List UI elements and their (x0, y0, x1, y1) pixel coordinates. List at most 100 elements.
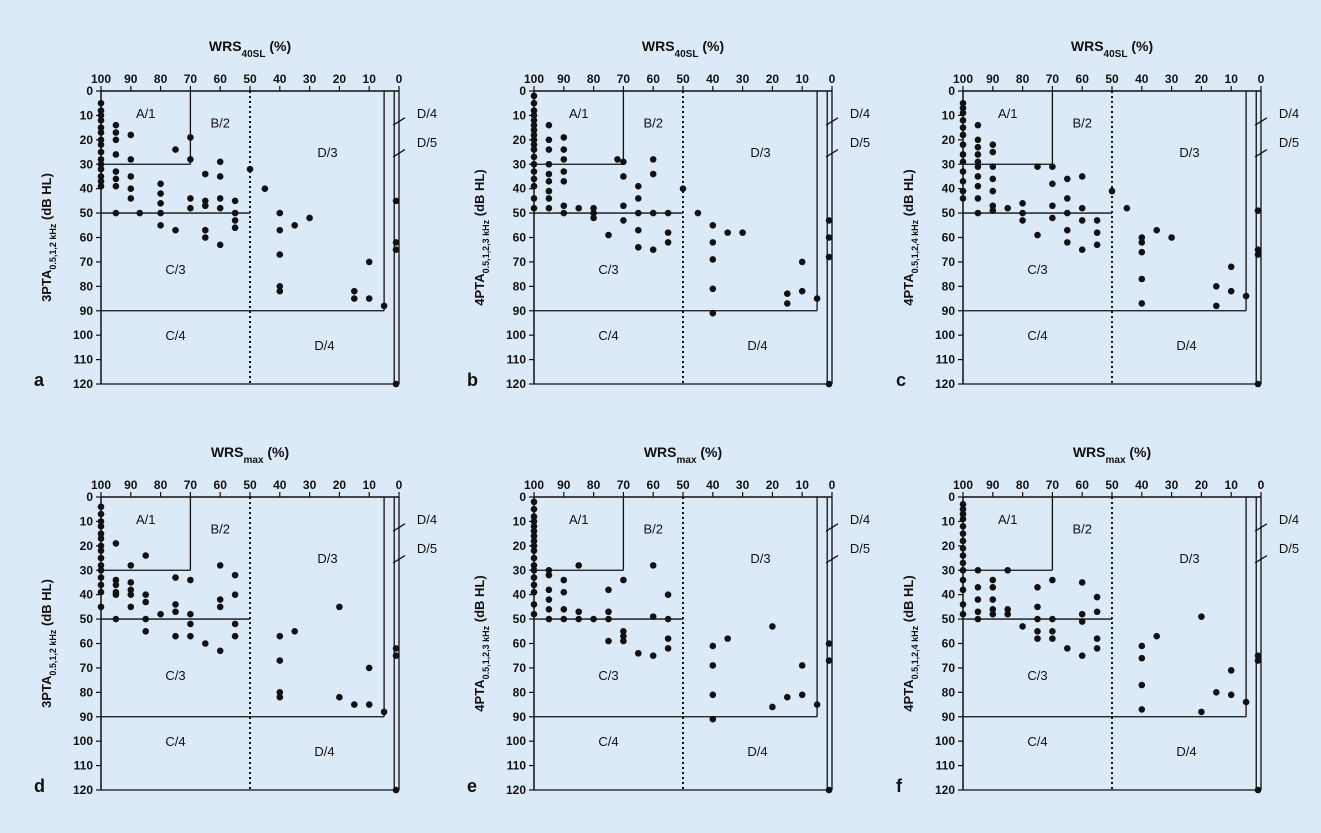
data-point (974, 136, 982, 144)
data-point (1227, 287, 1235, 295)
x-title-main: WRS (211, 444, 244, 460)
data-point (187, 620, 194, 628)
data-point (1138, 248, 1146, 256)
data-point (127, 562, 135, 569)
y-tick-label: 20 (513, 539, 527, 553)
data-point (1034, 584, 1041, 591)
data-point (959, 151, 967, 158)
y-tick-label: 0 (86, 84, 93, 98)
x-tick-label: 70 (184, 478, 198, 492)
x-title-unit: (%) (697, 444, 723, 460)
y-tick-label: 120 (506, 377, 526, 391)
x-tick-label: 0 (829, 478, 836, 492)
x-tick-label: 40 (1135, 72, 1149, 86)
data-point (1138, 234, 1146, 241)
data-point (590, 615, 597, 623)
data-point (530, 136, 538, 144)
data-point (679, 185, 687, 192)
data-point (769, 623, 776, 630)
region-label: A/1 (136, 512, 156, 527)
data-point (545, 571, 553, 579)
leader-d5 (825, 149, 839, 158)
data-point (1078, 579, 1086, 586)
data-point (590, 209, 597, 217)
y-title-main: 4PTA (901, 273, 916, 306)
data-point (97, 182, 105, 190)
data-point (97, 117, 105, 124)
region-label: D/4 (314, 744, 334, 759)
data-point (959, 544, 967, 552)
data-point (530, 574, 538, 581)
data-point (1213, 283, 1220, 290)
data-point (336, 603, 343, 611)
data-point (974, 615, 982, 623)
data-point (769, 703, 776, 711)
x-tick-label: 10 (363, 478, 377, 492)
x-tick-label: 100 (91, 478, 111, 492)
data-point (231, 620, 239, 628)
data-point (530, 610, 538, 618)
data-point (365, 295, 373, 302)
data-point (112, 121, 120, 129)
y-axis-title: 3PTA0.5,1,2 kHz (dB HL) (39, 579, 58, 708)
data-point (97, 136, 105, 144)
data-point (157, 180, 164, 188)
y-tick-label: 60 (513, 231, 527, 245)
x-tick-label: 90 (557, 478, 571, 492)
data-point (157, 221, 164, 229)
data-point (560, 156, 568, 163)
data-point (351, 287, 358, 295)
data-point (530, 92, 538, 100)
data-point (1227, 691, 1235, 699)
y-tick-label: 0 (86, 490, 93, 504)
data-point (825, 217, 833, 224)
data-point (635, 649, 642, 657)
y-tick-label: 60 (942, 637, 956, 651)
data-point (545, 566, 553, 574)
data-point (959, 168, 967, 175)
data-point (530, 182, 538, 190)
data-point (575, 615, 582, 623)
y-tick-label: 90 (80, 710, 94, 724)
region-label: B/2 (1072, 522, 1092, 537)
data-point (649, 613, 657, 620)
x-tick-label: 20 (1195, 72, 1209, 86)
data-point (306, 214, 313, 222)
data-point (959, 515, 967, 523)
leader-d4 (392, 117, 406, 126)
data-point (959, 601, 967, 608)
y-title-main: 3PTA (39, 675, 54, 708)
data-point (635, 243, 642, 251)
data-point (97, 530, 105, 537)
data-point (1254, 786, 1262, 794)
data-point (392, 197, 400, 205)
data-point (739, 229, 746, 236)
y-tick-label: 90 (80, 304, 94, 318)
data-point (112, 136, 120, 144)
data-point (825, 786, 833, 794)
data-point (709, 239, 717, 246)
y-tick-label: 10 (942, 514, 956, 528)
data-point (664, 229, 672, 236)
x-tick-label: 0 (396, 72, 403, 86)
data-point (202, 234, 209, 241)
data-point (545, 178, 553, 185)
panel-letter: d (34, 776, 45, 796)
data-point (1138, 642, 1146, 650)
data-point (1078, 217, 1086, 224)
data-point (112, 576, 120, 584)
data-point (97, 603, 105, 611)
data-point (575, 562, 582, 569)
data-point (97, 165, 105, 173)
x-tick-label: 40 (1135, 478, 1149, 492)
data-point (216, 562, 224, 569)
x-tick-label: 50 (1105, 478, 1119, 492)
x-title-unit: (%) (1127, 38, 1153, 54)
x-title-subscript: max (676, 455, 696, 466)
y-title-unit: (dB HL) (901, 575, 916, 626)
data-point (575, 608, 582, 616)
y-tick-label: 120 (935, 377, 955, 391)
data-point (664, 591, 672, 598)
data-point (530, 513, 538, 520)
data-point (989, 141, 997, 149)
